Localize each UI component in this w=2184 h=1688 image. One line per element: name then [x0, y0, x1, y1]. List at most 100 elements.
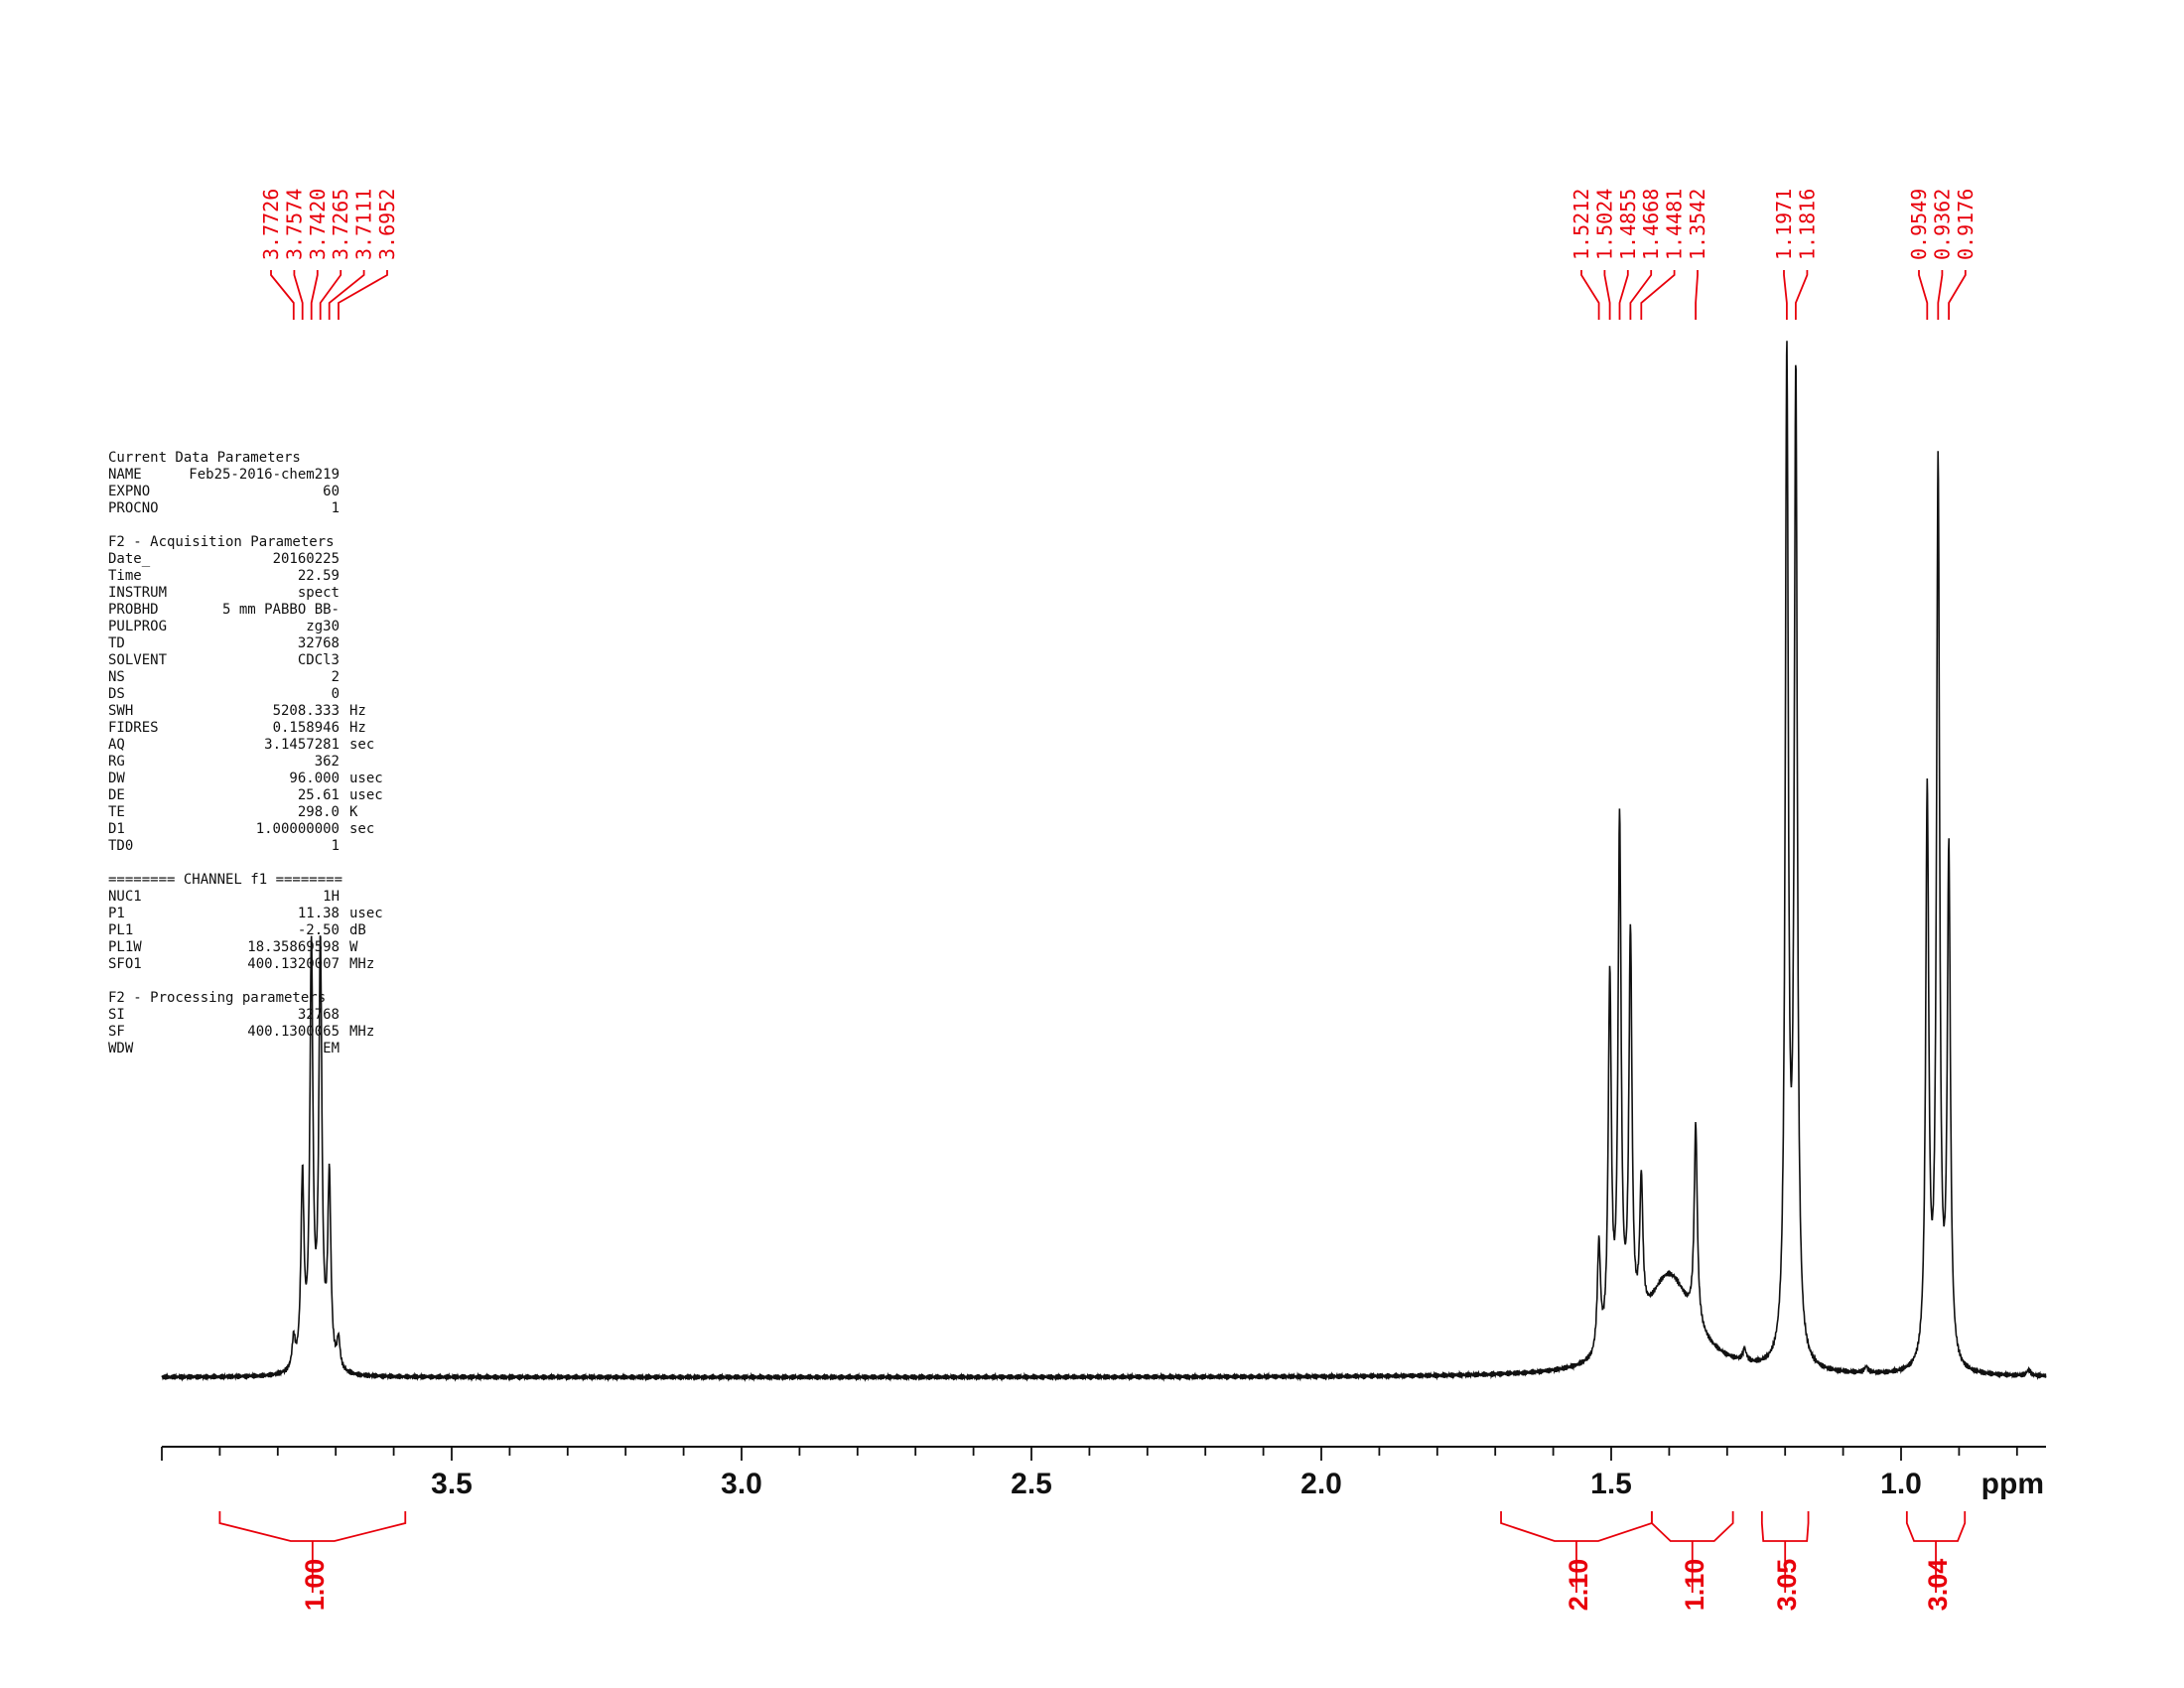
param-value: EM [323, 1041, 340, 1056]
param-value: -2.50 [298, 922, 340, 938]
spectrum-line [161, 341, 2047, 1383]
param-value: 11.38 [298, 906, 340, 921]
peak-connector [1618, 270, 1629, 320]
param-value: 298.0 [298, 804, 340, 820]
axis-label-ppm: ppm [1981, 1468, 2044, 1500]
param-unit: dB [349, 922, 366, 938]
param-key: FIDRES [108, 720, 159, 736]
param-value: 5 mm PABBO BB- [222, 602, 340, 618]
peak-label: 1.1816 [1795, 189, 1819, 260]
peak-label: 3.7420 [306, 189, 330, 260]
param-value: 5208.333 [273, 703, 340, 719]
param-key: Date_ [108, 551, 151, 567]
peak-label: 3.7111 [352, 189, 376, 260]
param-value: 0 [332, 686, 340, 702]
param-key: TE [108, 804, 125, 820]
peak-label: 0.9176 [1954, 189, 1978, 260]
param-key: SI [108, 1007, 125, 1023]
integral-value: 3.05 [1772, 1559, 1802, 1612]
peak-connector [1795, 270, 1809, 320]
integral-value: 1.00 [300, 1559, 330, 1612]
peak-label: 1.3542 [1686, 189, 1709, 260]
peak-connector [1937, 270, 1944, 320]
param-key: DW [108, 771, 125, 786]
peak-connector [1918, 270, 1929, 320]
param-key: SOLVENT [108, 652, 168, 668]
param-unit: usec [349, 787, 383, 803]
peak-label: 3.7726 [259, 189, 283, 260]
param-value: 400.1300065 [247, 1024, 340, 1040]
param-key: PROCNO [108, 500, 159, 516]
peak-connector [1603, 270, 1611, 320]
param-key: NAME [108, 467, 142, 483]
ppm-axis: 3.5 3.0 2.5 2.0 1.5 1.0 ppm [161, 1446, 2046, 1500]
param-value: CDCl3 [298, 652, 340, 668]
param-key: TD [108, 635, 125, 651]
spectrum-trace [161, 341, 2047, 1383]
param-key: P1 [108, 906, 125, 921]
tick-label: 3.0 [721, 1468, 762, 1500]
param-value: 0.158946 [273, 720, 340, 736]
param-key: SFO1 [108, 956, 142, 972]
peak-label: 3.6952 [375, 189, 399, 260]
param-value: 400.1320007 [247, 956, 340, 972]
param-value: 20160225 [273, 551, 340, 567]
peak-connector [1580, 270, 1600, 320]
peak-label: 1.5024 [1592, 189, 1616, 260]
integral-value: 2.10 [1564, 1559, 1593, 1612]
param-unit: usec [349, 906, 383, 921]
peak-label: 3.7574 [282, 189, 306, 260]
param-group-title: F2 - Processing parameters [108, 990, 326, 1006]
peak-label: 1.1971 [1772, 189, 1796, 260]
peak-label: 1.4668 [1639, 189, 1663, 260]
peak-connector [319, 270, 342, 320]
peak-connector [1695, 270, 1699, 320]
param-key: AQ [108, 737, 125, 753]
peak-connector [328, 270, 365, 320]
integral-bracket [1650, 1511, 1734, 1542]
tick-label: 1.5 [1590, 1468, 1632, 1500]
param-value: 362 [315, 754, 340, 770]
param-value: 32768 [298, 1007, 340, 1023]
param-group-title: ======== CHANNEL f1 ======== [108, 872, 342, 888]
param-value: Feb25-2016-chem219 [189, 467, 340, 483]
integral-bracket [1500, 1511, 1653, 1542]
integral-bracket [218, 1511, 407, 1542]
param-key: PULPROG [108, 619, 167, 634]
param-key: TD0 [108, 838, 133, 854]
param-unit: K [349, 804, 358, 820]
param-value: 32768 [298, 635, 340, 651]
peak-label: 1.4855 [1616, 189, 1640, 260]
param-key: WDW [108, 1041, 134, 1056]
peak-labels: 3.7726 3.7574 3.7420 3.7265 3.7111 3.6952 1.52… [259, 189, 1978, 320]
param-value: 25.61 [298, 787, 340, 803]
peak-connector [1783, 270, 1788, 320]
param-value: 22.59 [298, 568, 340, 584]
param-value: spect [298, 585, 340, 601]
peak-connector [270, 270, 295, 320]
param-unit: W [349, 939, 358, 955]
param-key: PL1 [108, 922, 133, 938]
param-key: PL1W [108, 939, 142, 955]
param-value: 1H [323, 889, 340, 905]
tick-label: 3.5 [431, 1468, 473, 1500]
param-key: INSTRUM [108, 585, 167, 601]
param-unit: sec [349, 737, 374, 753]
param-key: EXPNO [108, 484, 150, 499]
peak-connector [1948, 270, 1967, 320]
param-key: SWH [108, 703, 133, 719]
param-unit: sec [349, 821, 374, 837]
param-key: NS [108, 669, 125, 685]
tick-label: 2.5 [1011, 1468, 1052, 1500]
peak-label: 1.4481 [1663, 189, 1687, 260]
param-key: DE [108, 787, 125, 803]
param-value: 60 [323, 484, 340, 499]
peak-label: 0.9549 [1907, 189, 1931, 260]
peak-connector [293, 270, 304, 320]
param-value: 1 [332, 500, 340, 516]
param-key: DS [108, 686, 125, 702]
param-value: 96.000 [289, 771, 340, 786]
param-unit: Hz [349, 720, 366, 736]
